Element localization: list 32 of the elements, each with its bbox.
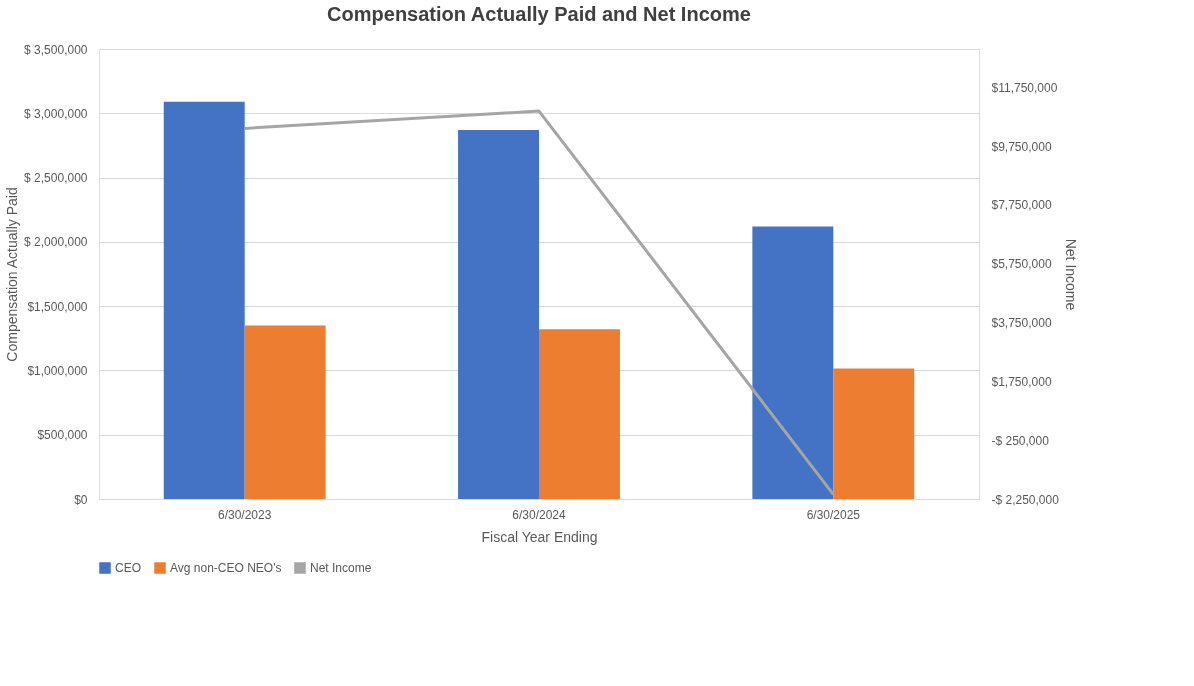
y2-tick-label: $7,750,000: [991, 198, 1052, 213]
bar: [833, 368, 915, 499]
y-tick-label: $ 2,000,000: [24, 235, 88, 250]
y2-tick-label: -$ 250,000: [991, 433, 1050, 448]
y-axis-title: Compensation Actually Paid: [4, 187, 21, 362]
y2-tick-label: $11,750,000: [991, 80, 1058, 95]
y-tick-label: $ 3,000,000: [24, 106, 88, 121]
y2-tick-label: $3,750,000: [991, 316, 1052, 331]
y2-axis-title: Net Income: [1062, 238, 1079, 311]
y2-tick-label: $9,750,000: [991, 139, 1052, 154]
x-axis-title: Fiscal Year Ending: [481, 528, 598, 545]
bar: [539, 329, 620, 499]
y2-tick-label: $1,750,000: [991, 374, 1052, 389]
bar: [458, 130, 539, 499]
y-tick-label: $500,000: [37, 428, 88, 443]
legend-label: Avg non-CEO NEO's: [170, 561, 282, 575]
bar: [163, 101, 245, 499]
chart-title: Compensation Actually Paid and Net Income: [327, 3, 751, 25]
bar: [244, 325, 326, 499]
legend-label: CEO: [115, 561, 142, 575]
x-tick-label: 6/30/2023: [217, 507, 272, 522]
y2-tick-label: $5,750,000: [991, 257, 1052, 272]
bar: [752, 226, 834, 499]
y-tick-label: $ 2,500,000: [24, 171, 88, 186]
y2-tick-label: -$ 2,250,000: [991, 492, 1060, 507]
x-tick-label: 6/30/2024: [512, 507, 567, 522]
legend-label: Net Income: [310, 561, 372, 575]
y-tick-label: $1,500,000: [27, 299, 88, 314]
y-tick-label: $0: [74, 492, 88, 507]
y-tick-label: $ 3,500,000: [24, 42, 88, 57]
y-tick-label: $1,000,000: [27, 363, 88, 378]
x-tick-label: 6/30/2025: [806, 507, 861, 522]
